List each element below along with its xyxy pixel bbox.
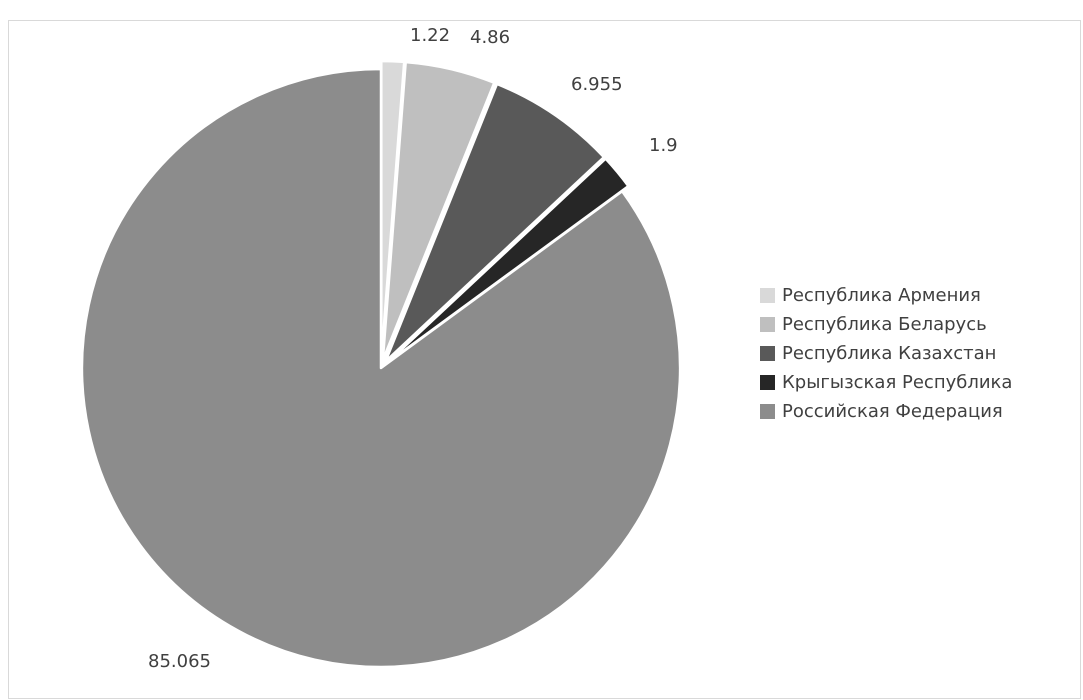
legend-label: Республика Казахстан [782,343,997,364]
legend-item-russia: Российская Федерация [760,397,1012,426]
legend-item-kazakhstan: Республика Казахстан [760,339,1012,368]
legend-item-armenia: Республика Армения [760,281,1012,310]
legend-label: Российская Федерация [782,401,1003,422]
data-label-russia: 85.065 [148,651,211,672]
legend-item-belarus: Республика Беларусь [760,310,1012,339]
legend-label: Республика Беларусь [782,314,987,335]
data-label-belarus: 4.86 [470,27,510,48]
data-label-armenia: 1.22 [410,25,450,46]
pie-slice-russia [80,67,682,669]
legend-label: Республика Армения [782,285,981,306]
pie-slice-kazakhstan [384,82,606,363]
legend-label: Крыгызская Республика [782,372,1013,393]
data-label-kyrgyzstan: 1.9 [649,135,678,156]
data-label-kazakhstan: 6.955 [571,74,623,95]
pie-slice-armenia [380,59,406,362]
legend: Республика Армения Республика Беларусь Р… [760,281,1012,426]
legend-swatch [760,404,775,419]
legend-item-kyrgyzstan: Крыгызская Республика [760,368,1012,397]
legend-swatch [760,288,775,303]
legend-swatch [760,346,775,361]
pie-slice-kyrgyzstan [385,157,630,365]
pie-slice-belarus [381,60,496,362]
legend-swatch [760,375,775,390]
legend-swatch [760,317,775,332]
